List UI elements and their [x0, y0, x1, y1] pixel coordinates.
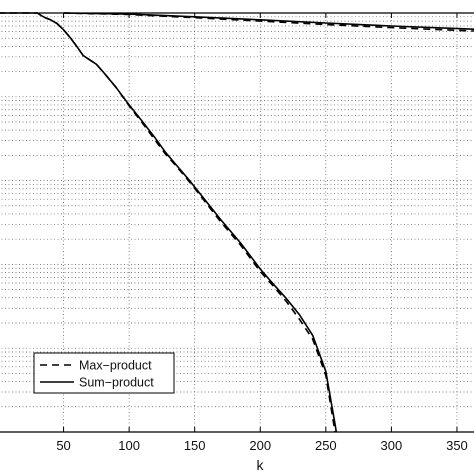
x-tick-label: 350 — [446, 438, 468, 453]
legend-label-max-product: Max−product — [79, 359, 152, 373]
x-tick-label: 150 — [184, 438, 206, 453]
legend-box — [33, 352, 175, 394]
legend-label-sum-product: Sum−product — [79, 376, 154, 390]
legend: Max−product Sum−product — [33, 352, 175, 394]
x-tick-label: 300 — [381, 438, 403, 453]
x-tick-label: 50 — [56, 438, 70, 453]
x-tick-labels: 50 100 150 200 250 300 350 — [56, 438, 467, 453]
x-tick-label: 250 — [315, 438, 337, 453]
x-tick-label: 100 — [118, 438, 140, 453]
grid — [0, 13, 474, 432]
x-tick-label: 200 — [249, 438, 271, 453]
x-axis-label: k — [257, 457, 265, 473]
series-line-2 — [0, 12, 338, 433]
axes — [0, 12, 474, 433]
